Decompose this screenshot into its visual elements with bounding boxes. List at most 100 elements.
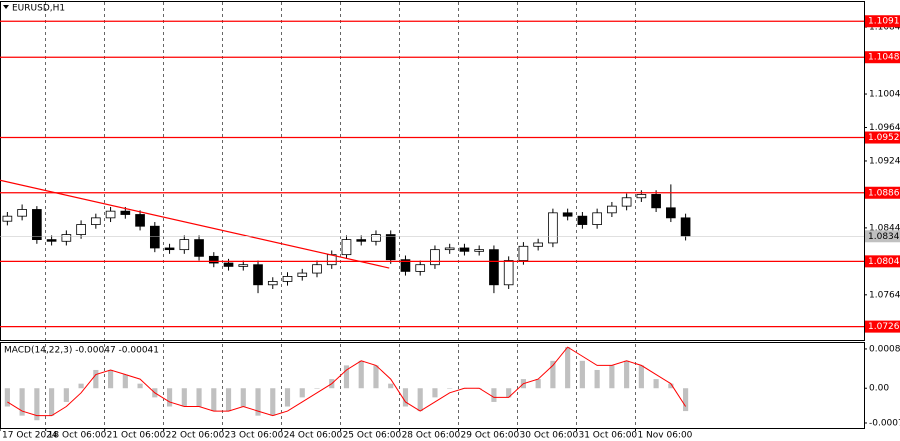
level-tag — [865, 320, 900, 333]
macd-bar — [34, 388, 40, 421]
macd-bar — [93, 369, 99, 389]
y-tick-label: 0.00 — [869, 384, 889, 394]
signal-line — [7, 346, 687, 417]
macd-bar — [4, 388, 10, 407]
x-tick-label: 21 Oct 06:00 — [107, 431, 166, 441]
macd-bar — [417, 388, 423, 412]
x-tick-label: 29 Oct 06:00 — [461, 431, 520, 441]
macd-bar — [535, 379, 541, 389]
price-tag — [865, 230, 900, 243]
candle-body — [577, 215, 588, 225]
x-tick-label: 1 Nov 06:00 — [637, 431, 692, 441]
candle-body — [356, 239, 367, 242]
candle-body — [194, 239, 204, 257]
macd-bar — [19, 388, 25, 416]
candle-body — [666, 207, 676, 219]
level-label: 1.0886 — [868, 188, 900, 198]
macd-bar — [506, 388, 512, 398]
macd-bar — [255, 388, 261, 416]
x-tick-label: 18 Oct 06:00 — [48, 431, 107, 441]
macd-bar — [565, 347, 571, 389]
candle-body — [341, 239, 352, 256]
y-tick-label: 1.1084 — [869, 23, 900, 33]
candle-body — [548, 212, 558, 244]
x-tick-label: 22 Oct 06:00 — [166, 431, 225, 441]
main-pane — [0, 1, 865, 341]
x-tick-label: 23 Oct 06:00 — [225, 431, 284, 441]
candle-body — [607, 205, 617, 214]
macd-bar — [284, 388, 291, 407]
level-tag — [865, 15, 900, 28]
macd-bar — [314, 388, 320, 389]
macd-bar — [668, 383, 674, 389]
y-tick-label: 0.00086 — [869, 344, 900, 354]
candle-body — [46, 239, 57, 242]
macd-bar — [609, 365, 615, 389]
macd-bar — [638, 365, 644, 389]
level-tag — [865, 186, 900, 199]
macd-bar — [373, 365, 379, 389]
macd-bar — [181, 388, 187, 407]
level-label: 1.0804 — [868, 257, 900, 267]
candle-body — [135, 214, 145, 227]
candle-body — [371, 234, 381, 242]
candle-body — [312, 264, 322, 274]
macd-bar — [447, 388, 453, 389]
macd-bar — [653, 379, 659, 389]
macd-bar — [137, 383, 143, 389]
candle-body — [61, 234, 72, 242]
macd-bar — [270, 388, 276, 416]
macd-bar — [432, 388, 438, 398]
price-label: 1.0834 — [868, 232, 900, 242]
y-tick-label: 1.0764 — [869, 290, 900, 300]
y-tick-label: 1.1004 — [869, 90, 900, 100]
candle-body — [2, 215, 13, 222]
x-tick-label: 25 Oct 06:00 — [343, 431, 402, 441]
macd-bar — [299, 388, 305, 398]
candle-body — [223, 262, 234, 267]
candle-body — [489, 249, 499, 286]
candle-body — [253, 264, 263, 286]
level-tag — [865, 255, 900, 268]
y-tick-label: 1.0924 — [869, 156, 900, 166]
candle-body — [636, 194, 647, 199]
symbol-title: EURUSD,H1 — [12, 4, 65, 14]
macd-bar — [225, 388, 232, 412]
candle-body — [474, 249, 485, 252]
macd-bar — [624, 360, 630, 389]
y-tick-label: 1.0844 — [869, 223, 900, 233]
candle-body — [32, 209, 42, 241]
x-tick-label: 24 Oct 06:00 — [284, 431, 343, 441]
candle-body — [149, 225, 160, 249]
candle-body — [430, 249, 440, 266]
macd-bar — [122, 374, 128, 389]
macd-bar — [594, 369, 600, 389]
macd-bar — [78, 383, 84, 389]
candle-body — [17, 209, 27, 217]
candle-body — [105, 210, 116, 219]
y-tick-label: 1.0964 — [869, 123, 900, 133]
candle-body — [282, 276, 293, 282]
macd-bar — [343, 365, 350, 389]
y-tick-label: -0.00076 — [869, 418, 900, 428]
candle-body — [444, 247, 455, 251]
candle-body — [400, 259, 411, 272]
candle-body — [91, 217, 101, 225]
candle-body — [238, 264, 249, 267]
macd-bar — [358, 360, 364, 389]
level-tag — [865, 131, 900, 144]
macd-pane — [0, 342, 865, 429]
macd-bar — [211, 388, 217, 412]
level-label: 1.0726 — [868, 322, 900, 332]
x-tick-label: 17 Oct 2024 — [2, 431, 58, 441]
trend-line — [0, 179, 390, 269]
x-tick-label: 30 Oct 06:00 — [520, 431, 579, 441]
candle-body — [164, 247, 175, 251]
macd-bar — [108, 369, 114, 389]
macd-bar — [491, 388, 497, 402]
x-tick-label: 28 Oct 06:00 — [402, 431, 461, 441]
candle-body — [297, 272, 308, 277]
candle-body — [415, 264, 426, 272]
